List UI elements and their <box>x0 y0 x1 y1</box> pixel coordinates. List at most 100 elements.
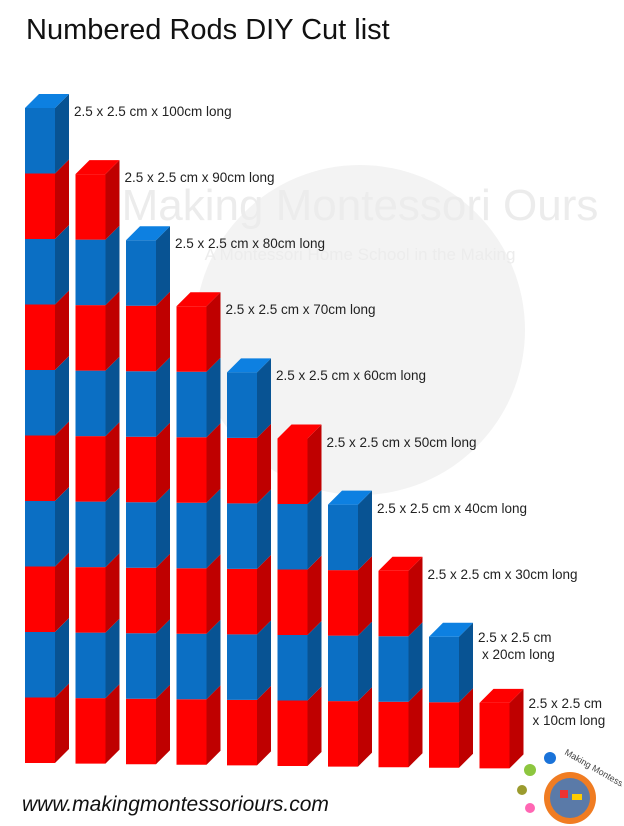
rod-segment-side <box>156 619 170 699</box>
rod-9 <box>75 160 120 764</box>
rod-top-face <box>126 226 170 241</box>
rod-label-7: 2.5 x 2.5 cm x 70cm long <box>226 301 376 318</box>
page-title: Numbered Rods DIY Cut list <box>26 14 390 46</box>
rod-top-face <box>328 490 372 505</box>
rod-segment-side <box>307 621 322 701</box>
rod-label-line: 2.5 x 2.5 cm <box>528 695 603 711</box>
rod-segment-side <box>257 685 271 766</box>
rod-label-line: x 10cm long <box>532 712 606 728</box>
rod-segment <box>75 174 106 240</box>
rod-8 <box>126 226 170 765</box>
rod-segment <box>227 699 257 766</box>
rod-segment-side <box>358 556 372 636</box>
rod-segment-side <box>206 685 221 765</box>
rod-label-1: 2.5 x 2.5 cm x 10cm long <box>529 695 606 729</box>
rod-top-face <box>429 622 473 637</box>
rod-segment-side <box>156 422 170 503</box>
rod-segment <box>126 436 156 503</box>
rod-segment <box>227 568 257 635</box>
rod-segment-side <box>307 686 322 766</box>
rod-segment <box>328 570 358 636</box>
rod-segment-side <box>156 488 170 568</box>
rod-label-10: 2.5 x 2.5 cm x 100cm long <box>74 103 232 120</box>
rod-segment-side <box>55 290 69 370</box>
rod-segment <box>277 635 308 701</box>
rod-segment <box>378 570 409 637</box>
rod-segment <box>176 699 207 765</box>
rod-segment <box>126 305 156 372</box>
rod-segment-side <box>105 618 120 699</box>
rod-top-face <box>176 292 221 307</box>
rod-segment <box>25 697 55 763</box>
rod-segment <box>25 304 55 370</box>
rod-segment-side <box>156 226 170 306</box>
rod-segment-side <box>206 619 221 700</box>
rod-segment <box>25 108 55 174</box>
logo-dot-pink <box>525 803 535 813</box>
rod-segment <box>25 370 55 436</box>
rod-segment-side <box>55 421 69 501</box>
rod-segment-side <box>257 489 271 569</box>
rod-segment <box>75 239 106 306</box>
logo-dot-olive <box>517 785 527 795</box>
rod-segment-side <box>307 424 322 504</box>
rod-segment <box>378 636 409 702</box>
rod-segment <box>25 239 55 305</box>
rod-label-line: x 20cm long <box>482 646 555 662</box>
rod-label-5: 2.5 x 2.5 cm x 50cm long <box>327 434 477 451</box>
rod-segment <box>126 240 156 306</box>
rod-segment-side <box>408 687 423 768</box>
rod-segment <box>25 566 55 632</box>
rod-segment <box>328 635 358 702</box>
rod-segment <box>75 501 106 568</box>
rod-segment <box>126 502 156 568</box>
rod-segment <box>277 569 308 635</box>
rod-segment-side <box>206 357 221 438</box>
rod-segment-side <box>408 622 423 702</box>
rod-segment <box>227 437 257 504</box>
watermark-tagline-text: A Montessori Home School in the Making <box>205 245 516 264</box>
rod-segment <box>176 306 207 372</box>
rod-segment-side <box>55 618 69 698</box>
rod-segment <box>227 634 257 700</box>
rod-segment <box>227 372 257 438</box>
rod-6 <box>227 358 271 766</box>
rod-segment <box>227 503 257 569</box>
rod-segment-side <box>156 357 170 437</box>
rod-label-9: 2.5 x 2.5 cm x 90cm long <box>125 169 275 186</box>
rod-4 <box>328 490 372 767</box>
rod-label-3: 2.5 x 2.5 cm x 30cm long <box>428 566 578 583</box>
rod-segment-side <box>55 159 69 239</box>
rod-label-line: 2.5 x 2.5 cm x 30cm long <box>427 566 578 582</box>
rod-2 <box>429 622 473 768</box>
rod-segment <box>25 632 55 698</box>
rod-label-line: 2.5 x 2.5 cm x 60cm long <box>276 368 427 384</box>
rod-segment <box>277 504 308 570</box>
rod-top-face <box>25 94 69 108</box>
rod-segment <box>176 568 207 634</box>
rod-segment-side <box>156 684 170 765</box>
rod-top-face <box>277 424 322 439</box>
rod-segment-side <box>459 688 473 768</box>
rod-segment <box>429 636 459 703</box>
rod-label-4: 2.5 x 2.5 cm x 40cm long <box>377 500 527 517</box>
rod-segment-side <box>55 356 69 436</box>
rod-segment-side <box>408 556 423 637</box>
watermark-brand-text: Making Montessori Ours <box>122 181 599 230</box>
rod-segment <box>75 370 106 437</box>
rod-segment-side <box>307 490 322 570</box>
rod-segment <box>75 567 106 633</box>
rod-segment-side <box>257 620 271 700</box>
rod-segment-side <box>105 422 120 502</box>
rod-segment-side <box>257 358 271 438</box>
rod-segment <box>75 305 106 371</box>
rod-segment <box>378 701 409 768</box>
rod-label-line: 2.5 x 2.5 cm x 50cm long <box>326 434 477 450</box>
rod-segment <box>126 567 156 634</box>
rod-segment <box>176 502 207 569</box>
rod-segment <box>328 701 358 767</box>
rod-top-face <box>378 556 423 571</box>
rod-segment <box>176 437 207 503</box>
rod-segment <box>25 173 55 239</box>
